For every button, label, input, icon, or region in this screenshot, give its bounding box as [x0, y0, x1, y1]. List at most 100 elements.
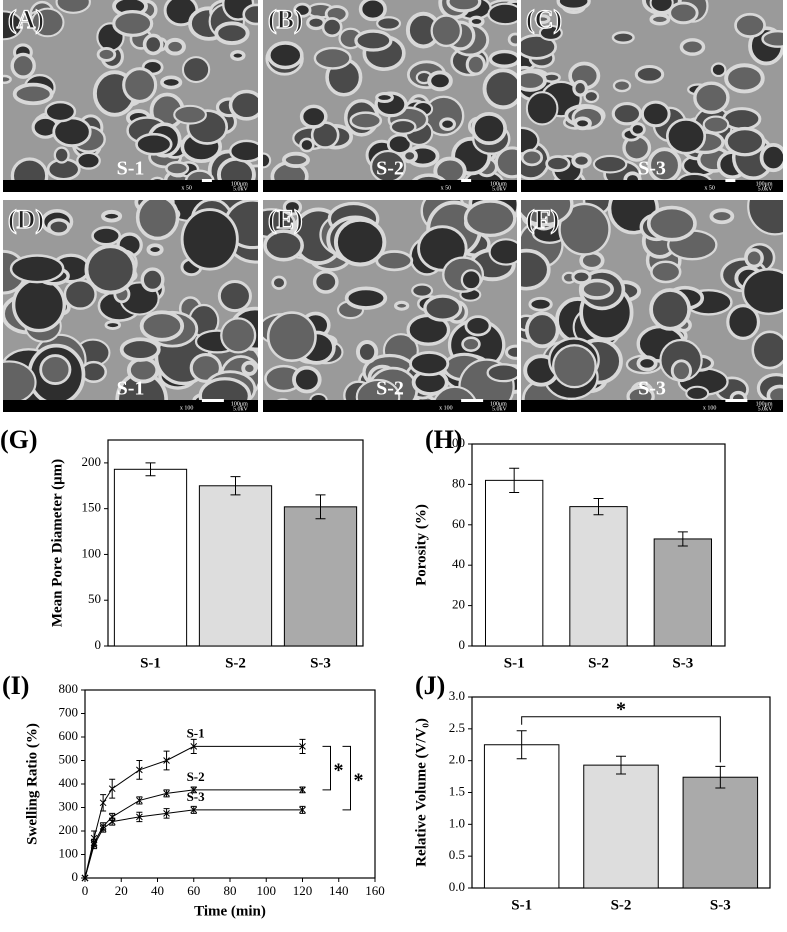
texture [521, 0, 783, 192]
pore [299, 104, 328, 129]
error-bar [616, 755, 626, 775]
pore [430, 14, 463, 48]
panel-label: (H) [425, 425, 463, 454]
pore [446, 0, 482, 13]
magnification: x 50 [181, 185, 192, 191]
scale-bar [725, 179, 736, 182]
pore [76, 151, 101, 170]
y-axis-label: Swelling Ratio (%) [24, 723, 40, 845]
y-tick-label: 600 [59, 728, 79, 743]
marker [136, 797, 143, 804]
pore [39, 354, 72, 385]
x-tick-label: 100 [257, 883, 277, 898]
texture [263, 200, 517, 412]
sample-label: S-1 [117, 378, 145, 400]
pore [521, 248, 551, 291]
sample-label: S-2 [376, 378, 404, 400]
pore [354, 29, 393, 52]
pore [724, 63, 765, 94]
pore [266, 311, 317, 362]
pore [640, 100, 671, 128]
y-tick-label: 100 [59, 845, 79, 860]
x-tick-label: S-1 [511, 897, 532, 913]
pore [267, 41, 304, 70]
pore [263, 152, 272, 169]
bar [113, 468, 188, 647]
y-tick-label: 700 [59, 704, 79, 719]
pore [423, 294, 463, 322]
marker [163, 810, 170, 817]
pore [241, 360, 258, 376]
pore [710, 62, 727, 78]
pore [411, 283, 434, 298]
bar [569, 506, 628, 647]
info-bar [521, 400, 783, 412]
pore [471, 112, 507, 145]
pore [486, 363, 517, 383]
texture [3, 200, 258, 412]
magnification: x 100 [703, 405, 717, 411]
panel-label: (J) [415, 671, 445, 700]
sample-label: S-3 [638, 158, 666, 180]
pore [242, 3, 258, 26]
pore [488, 238, 517, 266]
y-axis-label: Porosity (%) [413, 504, 429, 586]
pore [53, 146, 70, 164]
pore [140, 267, 165, 293]
pore [12, 82, 54, 106]
info-bar [263, 400, 517, 412]
pore [229, 139, 258, 163]
marker [108, 818, 116, 825]
x-tick-label: S-3 [310, 655, 331, 671]
sample-label: S-2 [376, 158, 404, 180]
y-tick-label: 0.5 [449, 847, 465, 862]
y-tick-label: 0.0 [449, 879, 465, 894]
significance-mark: * [334, 760, 344, 782]
marker [299, 786, 306, 794]
y-tick-label: 40 [452, 556, 465, 571]
pore [521, 148, 544, 167]
series-label: S-1 [187, 725, 205, 740]
marker [99, 799, 107, 807]
scale: 100μm [490, 401, 507, 407]
pore [181, 56, 211, 84]
pore [538, 24, 563, 42]
pore [263, 229, 304, 262]
pore [376, 16, 402, 31]
pore [634, 64, 665, 84]
pore [292, 365, 322, 394]
marker [190, 743, 198, 750]
panel-label: (D) [8, 205, 44, 234]
y-tick-label: 2.5 [449, 720, 465, 735]
texture [3, 0, 258, 192]
pore [142, 33, 164, 56]
error-bar [315, 494, 326, 520]
pore [333, 217, 387, 267]
y-tick-label: 0 [95, 637, 102, 652]
panel-label: (I) [2, 671, 29, 700]
y-tick-label: 500 [59, 751, 79, 766]
pore [507, 32, 517, 47]
pore [665, 118, 707, 155]
scale-bar [201, 179, 212, 182]
info-bar [3, 400, 258, 412]
pore [173, 104, 207, 125]
pore [299, 137, 315, 153]
pore [321, 17, 343, 38]
pore [427, 70, 453, 92]
bar [583, 764, 659, 889]
pore [525, 91, 559, 126]
y-tick-label: 400 [59, 775, 79, 790]
pore [228, 89, 258, 121]
pore [281, 151, 311, 169]
pore [91, 226, 121, 246]
pore [355, 339, 379, 364]
voltage: 5.0kV [233, 186, 249, 192]
plot-frame [84, 689, 376, 879]
y-tick-label: 1.0 [449, 815, 465, 830]
error-bar [516, 730, 527, 760]
